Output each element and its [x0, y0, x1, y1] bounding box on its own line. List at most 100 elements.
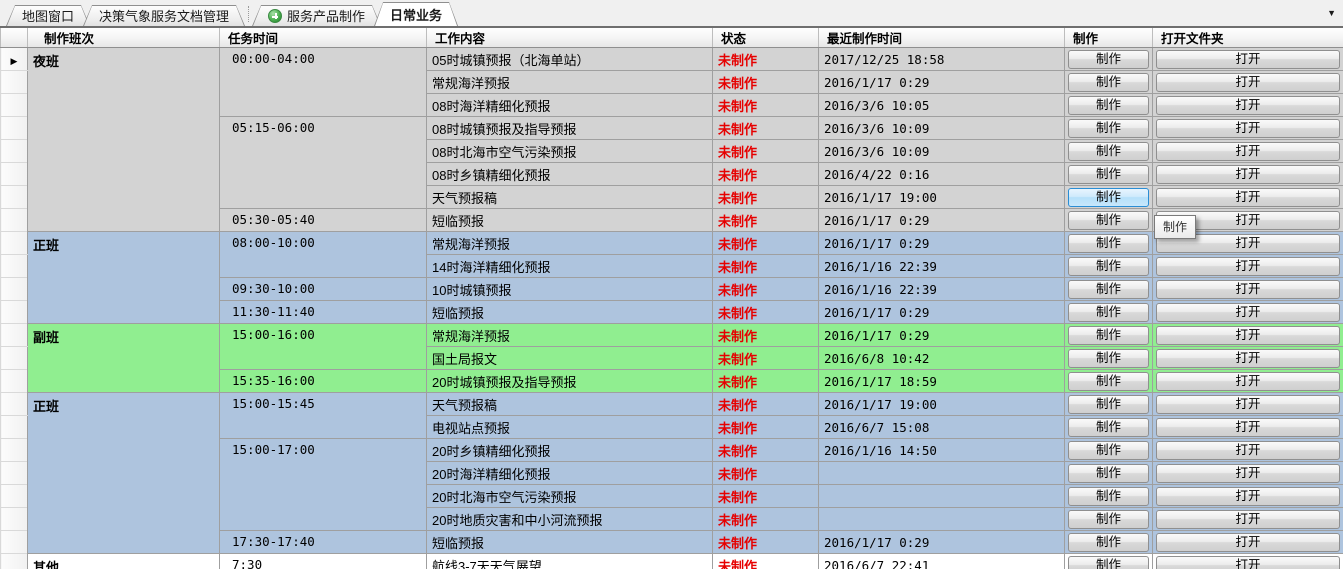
open-folder-button[interactable]: 打开: [1156, 165, 1340, 184]
open-folder-button[interactable]: 打开: [1156, 303, 1340, 322]
row-selector[interactable]: [1, 163, 28, 186]
open-folder-button[interactable]: 打开: [1156, 349, 1340, 368]
open-folder-button[interactable]: 打开: [1156, 372, 1340, 391]
make-button[interactable]: 制作: [1068, 96, 1149, 115]
make-button[interactable]: 制作: [1068, 326, 1149, 345]
row-selector[interactable]: [1, 416, 28, 439]
open-folder-button[interactable]: 打开: [1156, 418, 1340, 437]
task-time-cell: 11:30-11:40: [220, 301, 427, 324]
task-time-cell: 15:00-15:45: [220, 393, 427, 439]
make-button[interactable]: 制作: [1068, 395, 1149, 414]
column-header-7[interactable]: 打开文件夹: [1153, 28, 1343, 48]
work-content-cell: 08时乡镇精细化预报: [427, 163, 713, 186]
make-button[interactable]: 制作: [1068, 142, 1149, 161]
work-content-cell: 短临预报: [427, 209, 713, 232]
open-folder-cell: 打开: [1153, 48, 1343, 71]
make-button[interactable]: 制作: [1068, 73, 1149, 92]
open-folder-button[interactable]: 打开: [1156, 50, 1340, 69]
open-folder-button[interactable]: 打开: [1156, 487, 1340, 506]
open-folder-cell: 打开: [1153, 278, 1343, 301]
tab-service-product-production[interactable]: 服务产品制作: [252, 5, 381, 26]
column-header-6[interactable]: 制作: [1065, 28, 1153, 48]
open-folder-button[interactable]: 打开: [1156, 73, 1340, 92]
row-selector[interactable]: [1, 140, 28, 163]
tab-daily-business[interactable]: 日常业务: [374, 2, 458, 26]
row-selector[interactable]: [1, 94, 28, 117]
make-button[interactable]: 制作: [1068, 441, 1149, 460]
make-button[interactable]: 制作: [1068, 50, 1149, 69]
make-button[interactable]: 制作: [1068, 119, 1149, 138]
open-folder-button[interactable]: 打开: [1156, 96, 1340, 115]
row-selector[interactable]: [1, 347, 28, 370]
open-folder-button[interactable]: 打开: [1156, 188, 1340, 207]
tab-overflow-dropdown-icon[interactable]: ▼: [1327, 9, 1336, 18]
row-selector[interactable]: [1, 531, 28, 554]
work-content-cell: 天气预报稿: [427, 393, 713, 416]
row-selector[interactable]: [1, 393, 28, 416]
open-folder-button[interactable]: 打开: [1156, 257, 1340, 276]
tab-map-window[interactable]: 地图窗口: [6, 5, 90, 26]
make-button[interactable]: 制作: [1068, 487, 1149, 506]
open-folder-button[interactable]: 打开: [1156, 119, 1340, 138]
column-header-1[interactable]: 制作班次: [28, 28, 220, 48]
row-selector[interactable]: [1, 301, 28, 324]
open-folder-button[interactable]: 打开: [1156, 510, 1340, 529]
make-button[interactable]: 制作: [1068, 533, 1149, 552]
make-button[interactable]: 制作: [1068, 372, 1149, 391]
column-header-5[interactable]: 最近制作时间: [819, 28, 1065, 48]
last-make-time-cell: 2016/1/16 22:39: [819, 255, 1065, 278]
open-folder-button[interactable]: 打开: [1156, 142, 1340, 161]
status-cell: 未制作: [713, 278, 819, 301]
make-button[interactable]: 制作: [1068, 280, 1149, 299]
last-make-time-cell: 2016/4/22 0:16: [819, 163, 1065, 186]
open-folder-button[interactable]: 打开: [1156, 464, 1340, 483]
last-make-time-cell: 2016/3/6 10:05: [819, 94, 1065, 117]
column-header-4[interactable]: 状态: [713, 28, 819, 48]
make-cell: 制作: [1065, 48, 1153, 71]
row-selector[interactable]: [1, 209, 28, 232]
open-folder-button[interactable]: 打开: [1156, 441, 1340, 460]
make-cell: 制作: [1065, 140, 1153, 163]
column-header-3[interactable]: 工作内容: [427, 28, 713, 48]
status-cell: 未制作: [713, 117, 819, 140]
make-button[interactable]: 制作: [1068, 418, 1149, 437]
row-selector[interactable]: [1, 71, 28, 94]
row-selector[interactable]: [1, 462, 28, 485]
add-plus-icon[interactable]: [268, 9, 282, 23]
make-button[interactable]: 制作: [1068, 349, 1149, 368]
row-selector[interactable]: [1, 485, 28, 508]
row-selector[interactable]: ▶: [1, 48, 28, 71]
make-button[interactable]: 制作: [1068, 211, 1149, 230]
open-folder-button[interactable]: 打开: [1156, 326, 1340, 345]
open-folder-button[interactable]: 打开: [1156, 280, 1340, 299]
make-button[interactable]: 制作: [1068, 165, 1149, 184]
column-header-2[interactable]: 任务时间: [220, 28, 427, 48]
make-button[interactable]: 制作: [1068, 188, 1149, 207]
grid-corner-cell[interactable]: [1, 28, 28, 48]
make-button[interactable]: 制作: [1068, 257, 1149, 276]
make-cell: 制作: [1065, 485, 1153, 508]
make-cell: 制作: [1065, 531, 1153, 554]
make-button[interactable]: 制作: [1068, 510, 1149, 529]
row-selector[interactable]: [1, 117, 28, 140]
row-selector[interactable]: [1, 255, 28, 278]
row-selector[interactable]: [1, 324, 28, 347]
last-make-time-cell: [819, 485, 1065, 508]
last-make-time-cell: 2016/1/17 0:29: [819, 324, 1065, 347]
row-selector[interactable]: [1, 508, 28, 531]
tab-decision-doc-management[interactable]: 决策气象服务文档管理: [83, 5, 245, 26]
open-folder-button[interactable]: 打开: [1156, 533, 1340, 552]
row-selector[interactable]: [1, 186, 28, 209]
make-button[interactable]: 制作: [1068, 234, 1149, 253]
row-selector[interactable]: [1, 439, 28, 462]
make-cell: 制作: [1065, 94, 1153, 117]
open-folder-cell: 打开: [1153, 462, 1343, 485]
row-selector[interactable]: [1, 370, 28, 393]
make-button[interactable]: 制作: [1068, 303, 1149, 322]
make-button[interactable]: 制作: [1068, 464, 1149, 483]
tab-label: 服务产品制作: [287, 6, 365, 25]
open-folder-button[interactable]: 打开: [1156, 395, 1340, 414]
row-selector[interactable]: [1, 232, 28, 255]
row-selector[interactable]: [1, 278, 28, 301]
